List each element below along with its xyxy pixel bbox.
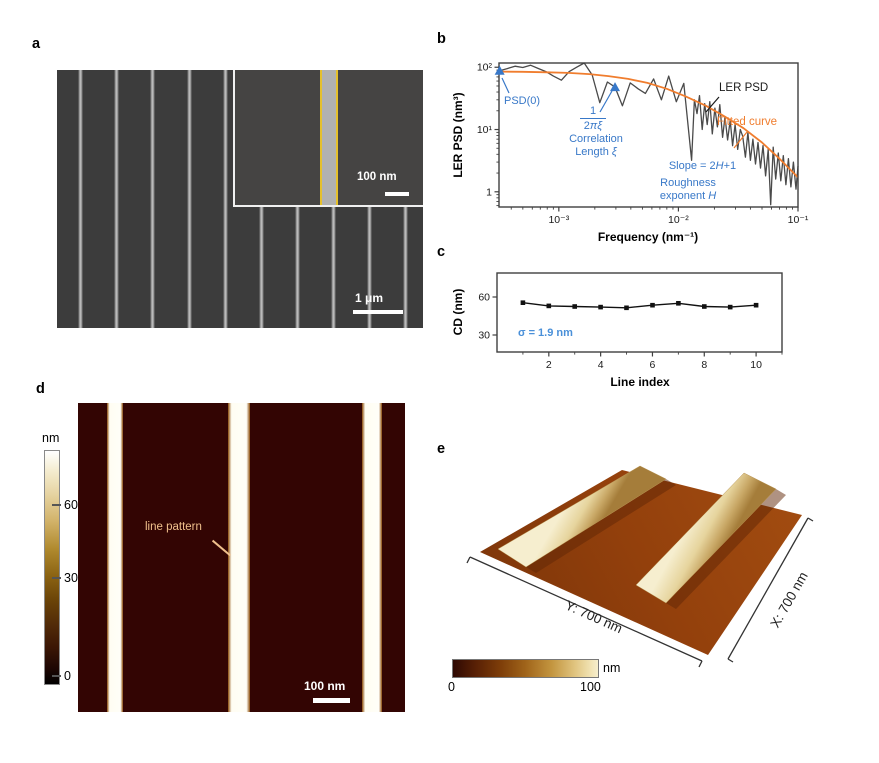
e-colorbar-unit: nm: [603, 661, 621, 675]
d-colorbar-tick-label: 30: [64, 571, 78, 585]
panel-d-label: d: [36, 381, 45, 397]
svg-text:10⁻²: 10⁻²: [668, 214, 689, 226]
svg-text:8: 8: [701, 359, 707, 371]
sem-pattern-line: [187, 70, 192, 328]
correlation-length-annotation: Correlation Length ξ: [569, 133, 623, 158]
e-colorbar-min: 0: [448, 680, 455, 694]
panel-e-label: e: [437, 441, 446, 457]
svg-text:10¹: 10¹: [477, 124, 493, 136]
sem-image: 100 nm 1 μm: [57, 70, 423, 328]
ler-psd-series-label: LER PSD: [719, 82, 769, 94]
b-y-axis-title: LER PSD (nm³): [451, 92, 465, 178]
ridge-left: [497, 465, 667, 568]
d-colorbar-tick: [52, 577, 61, 579]
fitted-curve-label: Fitted curve: [717, 116, 778, 128]
svg-text:30: 30: [478, 330, 490, 342]
inset-scalebar: [385, 192, 409, 196]
ridge-shadow: [666, 489, 786, 609]
svg-text:10²: 10²: [477, 62, 493, 74]
e-colorbar-max: 100: [580, 680, 601, 694]
sem-pattern-line: [78, 70, 83, 328]
inset-scalebar-label: 100 nm: [357, 171, 397, 183]
slope-annotation: Slope = 2H+1: [668, 160, 737, 172]
panel-b-label: b: [437, 31, 446, 47]
svg-text:10⁻¹: 10⁻¹: [788, 214, 809, 226]
x-axis-line: [727, 517, 814, 663]
ridge-shadow: [526, 479, 676, 573]
sem-scalebar-label: 1 μm: [355, 291, 384, 305]
d-colorbar-unit: nm: [42, 431, 60, 445]
d-colorbar-tick-label: 60: [64, 498, 78, 512]
afm-image: 100 nm: [78, 403, 405, 712]
afm-pattern-line: [362, 403, 382, 712]
sigma-annotation: σ = 1.9 nm: [518, 327, 573, 339]
b-x-axis-title: Frequency (nm⁻¹): [597, 230, 699, 244]
d-colorbar-tick-label: 0: [64, 669, 71, 683]
svg-text:60: 60: [478, 292, 490, 304]
d-colorbar-tick: [52, 504, 61, 506]
cd-uniformity-chart: 2 4 6 8 10 60 30 CD (nm) Line index σ = 1.9 nm: [430, 245, 879, 400]
afm-scalebar: [313, 698, 350, 703]
svg-text:10: 10: [750, 359, 762, 371]
sem-pattern-line: [150, 70, 155, 328]
psd0-annotation: PSD(0): [504, 95, 541, 107]
line-pattern-annotation: line pattern: [145, 521, 202, 533]
svg-text:2: 2: [546, 359, 552, 371]
sem-pattern-line: [114, 70, 119, 328]
panel-c-label: c: [437, 244, 446, 260]
afm-pattern-line: [228, 403, 250, 712]
svg-text:4: 4: [598, 359, 604, 371]
ler-psd-plot: 10⁻³ 10⁻² 10⁻¹ 10² 10¹ 1: [477, 62, 809, 226]
y-axis-line: [466, 556, 703, 668]
ridge-right: [635, 472, 777, 604]
knee-frequency-annotation: 1 2πξ: [577, 105, 609, 133]
afm-pattern-line: [107, 403, 123, 712]
d-colorbar: [44, 450, 60, 685]
sem-scalebar: [353, 310, 403, 314]
svg-text:10⁻³: 10⁻³: [548, 214, 569, 226]
d-colorbar-tick: [52, 675, 61, 677]
afm-3d-render: Y: 700 nm X: 700 nm: [466, 465, 814, 668]
panel-a-label: a: [32, 36, 41, 52]
afm-scalebar-label: 100 nm: [304, 679, 346, 693]
roughness-exponent-annotation: Roughness exponent H: [659, 177, 717, 202]
ler-psd-chart: 10⁻³ 10⁻² 10⁻¹ 10² 10¹ 1 LER PSD (nm³) Freque…: [430, 20, 879, 262]
c-y-axis-title: CD (nm): [451, 288, 465, 336]
cd-plot: 2 4 6 8 10 60 30: [478, 272, 783, 371]
c-x-axis-title: Line index: [610, 375, 670, 389]
e-colorbar: [452, 659, 599, 678]
fraction-numerator: 1: [589, 105, 597, 117]
sem-pattern-line: [223, 70, 228, 328]
fraction-denominator: 2πξ: [580, 118, 606, 133]
sem-inset: 100 nm: [233, 70, 423, 207]
svg-text:1: 1: [486, 186, 492, 198]
svg-text:6: 6: [650, 359, 656, 371]
inset-highlighted-line: [320, 70, 338, 205]
